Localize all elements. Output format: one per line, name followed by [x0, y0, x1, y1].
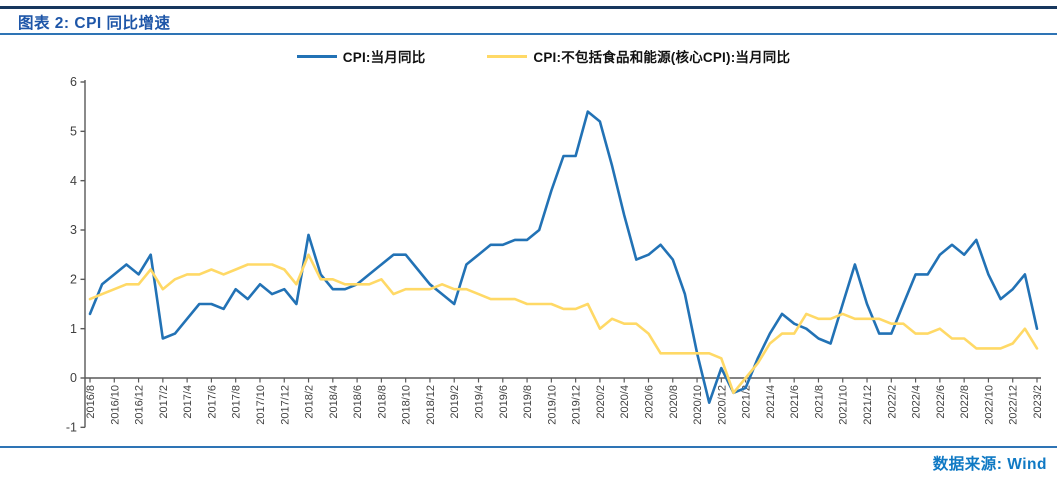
x-tick-label: 2022/10: [983, 385, 995, 425]
cpi-line-swatch-icon: [296, 54, 337, 58]
y-tick-label: 3: [70, 223, 77, 237]
core-cpi-line-swatch-icon: [487, 54, 528, 58]
legend-label-core-cpi: CPI:不包括食品和能源(核心CPI):当月同比: [533, 50, 791, 65]
x-tick-label: 2018/2: [304, 385, 316, 419]
x-tick-label: 2018/12: [425, 385, 437, 425]
x-tick-label: 2017/12: [279, 385, 291, 425]
x-tick-label: 2020/4: [619, 385, 631, 419]
x-tick-label: 2021/6: [789, 385, 801, 419]
y-tick-label: -1: [66, 421, 77, 435]
x-tick-label: 2016/12: [134, 385, 146, 425]
title-divider: [0, 33, 1057, 35]
legend-item-cpi: CPI:当月同比: [296, 46, 426, 66]
x-tick-label: 2017/10: [255, 385, 267, 425]
x-tick-label: 2020/8: [668, 385, 680, 419]
y-tick-label: 2: [70, 273, 77, 287]
x-tick-label: 2019/4: [474, 385, 486, 419]
x-tick-label: 2020/10: [692, 385, 704, 425]
x-tick-label: 2022/8: [959, 385, 971, 419]
x-tick-label: 2020/12: [716, 385, 728, 425]
x-tick-label: 2023/2: [1032, 385, 1044, 419]
figure-title: 图表 2: CPI 同比增速: [18, 15, 171, 32]
x-tick-label: 2018/10: [401, 385, 413, 425]
legend-item-core-cpi: CPI:不包括食品和能源(核心CPI):当月同比: [487, 46, 790, 66]
x-tick-label: 2021/12: [862, 385, 874, 425]
y-tick-label: 4: [70, 174, 77, 188]
x-tick-label: 2018/4: [328, 385, 340, 419]
x-tick-label: 2019/12: [571, 385, 583, 425]
y-tick-label: 1: [70, 322, 77, 336]
x-tick-label: 2020/2: [595, 385, 607, 419]
x-tick-label: 2019/6: [498, 385, 510, 419]
y-tick-label: 5: [70, 125, 77, 139]
cpi-yoy-line: [88, 110, 1039, 405]
x-tick-label: 2021/8: [814, 385, 826, 419]
x-tick-label: 2022/4: [911, 385, 923, 419]
x-tick-label: 2021/10: [838, 385, 850, 425]
x-tick-label: 2017/6: [206, 385, 218, 419]
y-tick-label: 6: [70, 75, 77, 89]
x-tick-label: 2022/2: [886, 385, 898, 419]
chart-legend: CPI:当月同比 CPI:不包括食品和能源(核心CPI):当月同比: [30, 46, 1057, 66]
x-tick-label: 2017/4: [182, 385, 194, 419]
line-chart-plot: 6 5 4 3 2 1 0 -1 2016/8 2016/10 2016/12 2017/2 2017/…: [66, 75, 1044, 435]
x-tick-label: 2021/4: [765, 385, 777, 419]
data-source: 数据来源: Wind: [932, 456, 1047, 473]
x-tick-label: 2018/6: [352, 385, 364, 419]
x-tick-label: 2017/2: [158, 385, 170, 419]
x-tick-label: 2016/10: [109, 385, 121, 425]
x-tick-label: 2022/6: [935, 385, 947, 419]
legend-label-cpi: CPI:当月同比: [342, 50, 426, 65]
footer-divider: [0, 446, 1057, 448]
x-tick-label: 2019/2: [449, 385, 461, 419]
x-tick-label: 2018/8: [376, 385, 388, 419]
top-divider: [0, 6, 1057, 9]
x-tick-label: 2019/8: [522, 385, 534, 419]
x-tick-label: 2020/6: [644, 385, 656, 419]
x-tick-label: 2021/2: [741, 385, 753, 419]
x-tick-label: 2017/8: [231, 385, 243, 419]
core-cpi-yoy-line: [88, 253, 1039, 395]
x-tick-label: 2016/8: [85, 385, 97, 419]
x-tick-label: 2019/10: [546, 385, 558, 425]
x-tick-label: 2022/12: [1008, 385, 1020, 425]
y-tick-label: 0: [70, 371, 77, 385]
